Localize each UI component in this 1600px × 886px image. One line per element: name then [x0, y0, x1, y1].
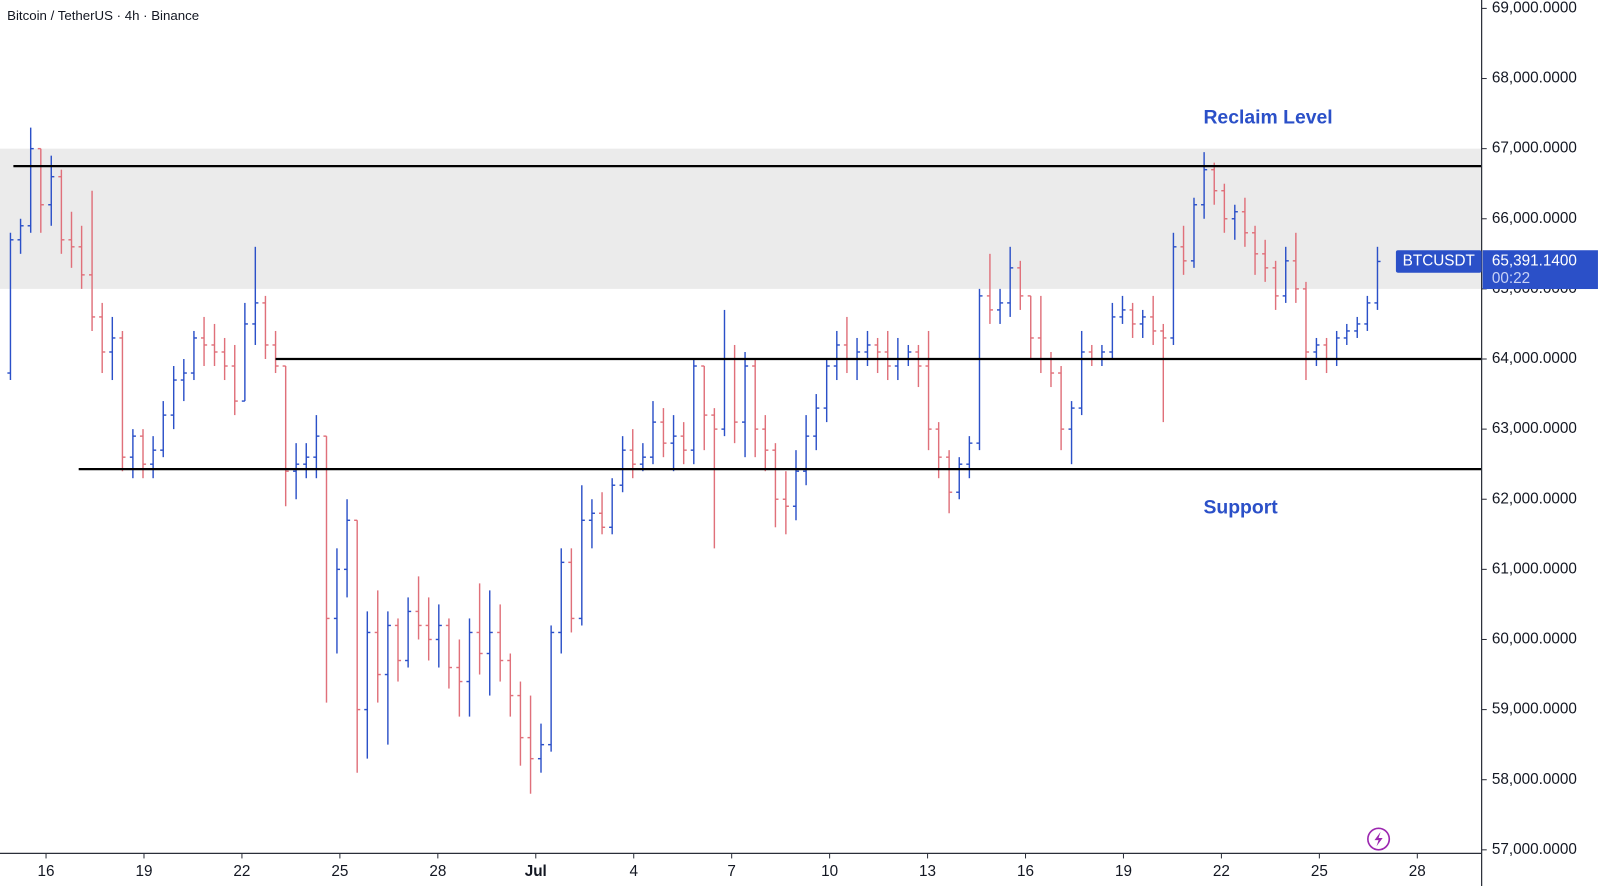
y-tick-label: 63,000.0000	[1492, 420, 1577, 437]
x-tick-label: 13	[919, 863, 936, 880]
axis-layer: 57,000.0000 58,000.0000 59,000.0000 60,000.…	[38, 0, 1577, 880]
symbol-label: BTCUSDT	[1403, 253, 1475, 270]
y-tick-label: 62,000.0000	[1492, 490, 1577, 507]
zone-layer	[0, 148, 1482, 289]
level-layer: Reclaim Level Support	[13, 107, 1482, 518]
x-tick-label: 4	[629, 863, 638, 880]
x-tick-label: 16	[38, 863, 55, 880]
symbol-tag	[1395, 250, 1482, 273]
y-tick-label: 69,000.0000	[1492, 0, 1577, 16]
price-tag	[1482, 250, 1598, 290]
x-tick-label: 22	[1213, 863, 1230, 880]
x-tick-label: 25	[331, 863, 348, 880]
x-tick-label: 16	[1017, 863, 1034, 880]
x-tick-label: 25	[1311, 863, 1328, 880]
reclaim-zone	[0, 148, 1482, 289]
y-tick-label: 60,000.0000	[1492, 631, 1577, 648]
y-tick-label: 57,000.0000	[1492, 841, 1577, 858]
y-tick-label: 59,000.0000	[1492, 701, 1577, 718]
countdown-label: 00:22	[1492, 270, 1530, 287]
y-tick-label: 64,000.0000	[1492, 350, 1577, 367]
bar-layer	[7, 127, 1381, 794]
x-tick-label: Jul	[525, 863, 547, 880]
x-tick-label: 19	[135, 863, 152, 880]
x-tick-label: 28	[1409, 863, 1426, 880]
y-tick-label: 61,000.0000	[1492, 560, 1577, 577]
price-label: 65,391.1400	[1492, 253, 1577, 270]
x-tick-label: 10	[821, 863, 838, 880]
x-tick-label: 7	[727, 863, 736, 880]
x-tick-label: 22	[233, 863, 250, 880]
lightning-icon	[1367, 827, 1391, 851]
chart-title: Bitcoin / TetherUS · 4h · Binance	[7, 8, 199, 23]
y-tick-label: 67,000.0000	[1492, 140, 1577, 157]
y-tick-label: 68,000.0000	[1492, 70, 1577, 87]
annotation: Reclaim Level	[1203, 107, 1332, 129]
annotation: Support	[1203, 496, 1278, 518]
x-tick-label: 28	[429, 863, 446, 880]
x-tick-label: 19	[1115, 863, 1132, 880]
y-tick-label: 58,000.0000	[1492, 771, 1577, 788]
y-tick-label: 66,000.0000	[1492, 210, 1577, 227]
